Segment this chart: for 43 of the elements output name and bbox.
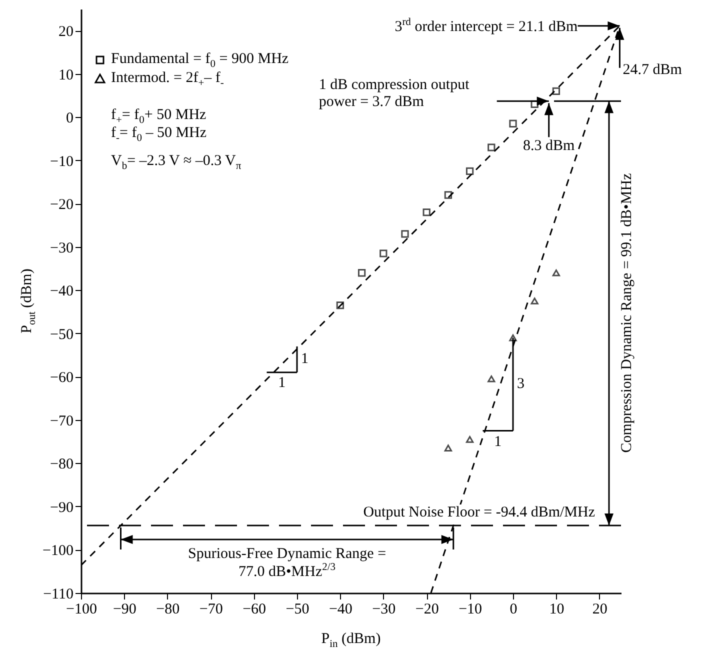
x-tick-label: 20 xyxy=(592,602,608,618)
x-tick-label: −30 xyxy=(372,602,396,618)
y-tick-label: 0 xyxy=(66,110,74,127)
y-tick-label: −10 xyxy=(50,154,74,170)
y-tick-label: −80 xyxy=(50,456,74,473)
y-tick-label: −90 xyxy=(50,500,74,516)
annotation: V$_{b}$= –2.3 V ≈ –0.3 V$_{π}$ xyxy=(111,153,242,173)
legend-label: Intermod. = 2f$_{+}$– f$_{-}$ xyxy=(111,70,224,90)
annotation: Compression Dynamic Range = 99.1 dB•MHz xyxy=(618,174,636,454)
x-tick-label: 10 xyxy=(549,602,564,618)
x-axis-title: P$_{in}$ (dBm) xyxy=(321,631,381,651)
y-tick-label: −110 xyxy=(43,586,74,602)
annotation: 3 xyxy=(517,376,524,393)
x-tick-label: −20 xyxy=(415,602,439,618)
legend-label: Fundamental = f$_{0}$ = 900 MHz xyxy=(111,51,289,71)
annotation: 3$^{rd}$ order intercept = 21.1 dBm xyxy=(394,16,578,36)
y-tick-label: −40 xyxy=(50,284,74,300)
x-tick-label: −60 xyxy=(242,602,266,618)
annotation: f$_{+}$= f$_{0}$+ 50 MHz xyxy=(111,107,206,126)
y-tick-label: 10 xyxy=(58,67,74,84)
y-tick-label: −30 xyxy=(50,240,74,256)
y-tick-label: −70 xyxy=(50,413,74,430)
annotation: 1 dB compression output power = 3.7 dBm xyxy=(318,77,470,110)
x-tick-label: −90 xyxy=(112,602,136,618)
annotation: f$_{-}$= f$_{0}$ – 50 MHz xyxy=(111,125,207,145)
y-tick-label: 20 xyxy=(58,24,74,40)
annotation: 1 xyxy=(494,434,502,450)
annotation: 1 xyxy=(278,375,286,392)
x-tick-label: −50 xyxy=(286,602,310,618)
y-tick-label: −50 xyxy=(50,326,74,343)
x-tick-label: −80 xyxy=(156,602,180,618)
annotation: 8.3 dBm xyxy=(523,138,575,154)
x-tick-label: −40 xyxy=(328,602,352,618)
annotation: 1 xyxy=(301,351,308,368)
y-tick-label: −100 xyxy=(42,543,74,560)
x-tick-label: −70 xyxy=(199,602,223,618)
y-tick-label: −20 xyxy=(50,197,74,214)
annotation: 24.7 dBm xyxy=(622,62,682,78)
x-tick-label: −10 xyxy=(458,602,482,618)
annotation: Spurious-Free Dynamic Range = 77.0 dB•MHz$^{2/3}$ xyxy=(187,546,388,580)
y-tick-label: −60 xyxy=(50,370,74,386)
ref-line-label: Output Noise Floor = -94.4 dBm/MHz xyxy=(363,504,595,520)
x-tick-label: 0 xyxy=(510,602,518,618)
